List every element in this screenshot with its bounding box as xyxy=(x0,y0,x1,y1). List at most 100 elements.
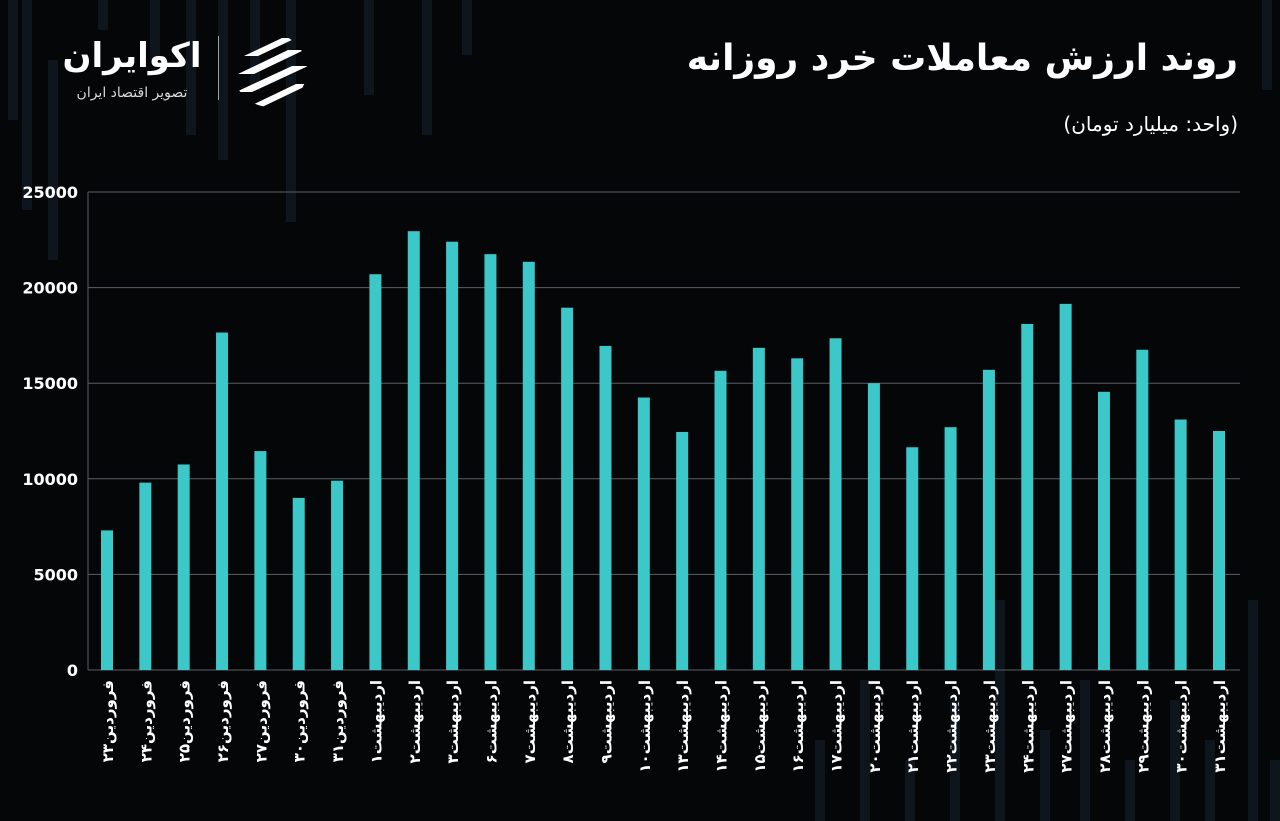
decoration-bar-0 xyxy=(8,0,18,120)
bar-3 xyxy=(177,464,190,670)
decoration-bar-18 xyxy=(1040,730,1050,821)
x-tick-label: اردیبهشت۳۰ xyxy=(1173,680,1191,773)
bar-2 xyxy=(139,482,152,670)
x-tick-label: اردیبهشت۲۷ xyxy=(1058,680,1076,773)
decoration-bar-9 xyxy=(364,0,374,95)
brand-tagline: تصویر اقتصاد ایران xyxy=(76,85,188,101)
x-tick-label: اردیبهشت۲۱ xyxy=(904,680,922,773)
bar-10 xyxy=(446,241,459,670)
decoration-bar-23 xyxy=(1248,600,1258,821)
decoration-bar-5 xyxy=(186,0,196,135)
x-tick-label: اردیبهشت۱۵ xyxy=(751,680,769,773)
bar-16 xyxy=(676,431,689,670)
x-tick-label: اردیبهشت۲۰ xyxy=(866,680,884,773)
brand-logo: اکوایران تصویر اقتصاد ایران xyxy=(50,30,320,110)
decoration-bar-17 xyxy=(995,600,1005,821)
bar-23 xyxy=(944,427,957,670)
decoration-bar-3 xyxy=(98,0,108,30)
bar-9 xyxy=(407,231,420,671)
ecoiran-logo-icon xyxy=(236,38,307,107)
x-tick-label: فروردین۲۶ xyxy=(214,680,232,762)
bar-7 xyxy=(331,480,344,670)
decoration-bar-4 xyxy=(150,0,160,60)
x-tick-label: اردیبهشت۷ xyxy=(521,680,539,763)
decoration-bar-14 xyxy=(860,680,870,821)
x-tick-label: اردیبهشت۲۲ xyxy=(943,680,961,773)
bar-15 xyxy=(637,397,650,670)
decoration-bar-15 xyxy=(905,760,915,821)
x-tick-label: اردیبهشت۲۸ xyxy=(1096,680,1114,773)
bar-5 xyxy=(254,451,267,670)
x-tick-label: اردیبهشت۲۳ xyxy=(981,680,999,773)
bar-14 xyxy=(599,345,612,670)
y-tick-label: 15000 xyxy=(22,374,78,393)
bar-19 xyxy=(791,358,804,670)
bar-12 xyxy=(522,261,535,670)
bar-28 xyxy=(1136,349,1149,670)
bar-30 xyxy=(1213,431,1225,670)
decoration-bar-16 xyxy=(950,700,960,821)
decoration-bar-24 xyxy=(1270,760,1280,821)
logo-divider xyxy=(218,36,219,100)
x-tick-label: اردیبهشت۱۶ xyxy=(789,680,807,773)
x-tick-label: اردیبهشت۱۷ xyxy=(828,680,846,773)
x-tick-label: اردیبهشت۹ xyxy=(597,680,615,763)
x-tick-label: اردیبهشت۱۴ xyxy=(713,680,731,773)
bar-22 xyxy=(906,447,919,670)
decoration-bar-11 xyxy=(462,0,472,55)
decoration-bar-12 xyxy=(1262,0,1272,90)
bar-24 xyxy=(982,369,995,670)
y-tick-label: 5000 xyxy=(33,565,78,584)
decoration-bar-1 xyxy=(22,0,32,210)
bar-21 xyxy=(867,383,880,670)
bar-20 xyxy=(829,338,842,670)
bar-25 xyxy=(1021,323,1034,670)
bar-11 xyxy=(484,254,497,670)
x-tick-label: اردیبهشت۳ xyxy=(444,680,462,763)
x-tick-label: فروردین۲۷ xyxy=(252,680,270,762)
x-tick-label: اردیبهشت۸ xyxy=(559,680,577,763)
unit-subtitle: (واحد: میلیارد تومان) xyxy=(1063,112,1238,136)
decoration-bar-20 xyxy=(1125,760,1135,821)
bar-17 xyxy=(714,370,727,670)
y-tick-label: 20000 xyxy=(22,279,78,298)
x-tick-label: اردیبهشت۲۴ xyxy=(1019,680,1037,773)
brand-name: اکوایران xyxy=(62,36,202,76)
x-tick-label: فروردین۳۰ xyxy=(291,680,309,762)
bar-8 xyxy=(369,274,382,670)
x-tick-label: اردیبهشت۶ xyxy=(482,680,500,763)
decoration-bar-19 xyxy=(1080,680,1090,821)
y-tick-label: 25000 xyxy=(22,183,78,202)
decoration-bar-21 xyxy=(1170,700,1180,821)
x-tick-label: فروردین۲۴ xyxy=(137,680,155,762)
x-tick-label: فروردین۲۵ xyxy=(176,680,194,762)
x-tick-label: اردیبهشت۲۹ xyxy=(1134,680,1152,773)
bar-6 xyxy=(292,497,305,670)
bar-4 xyxy=(216,332,229,670)
x-tick-label: اردیبهشت۱ xyxy=(367,680,385,763)
bar-27 xyxy=(1097,391,1110,670)
x-tick-label: اردیبهشت۱۰ xyxy=(636,680,654,773)
decoration-bar-8 xyxy=(286,0,296,222)
decoration-bar-22 xyxy=(1205,740,1215,821)
page-title: روند ارزش معاملات خرد روزانه xyxy=(686,38,1238,79)
x-tick-label: اردیبهشت۱۳ xyxy=(674,680,692,773)
bar-18 xyxy=(752,347,765,670)
decoration-bar-10 xyxy=(422,0,432,135)
decoration-bar-7 xyxy=(250,0,260,90)
y-tick-label: 10000 xyxy=(22,470,78,489)
x-tick-label: اردیبهشت۲ xyxy=(406,680,424,763)
decoration-bar-6 xyxy=(218,0,228,160)
y-tick-label: 0 xyxy=(67,661,78,680)
x-tick-label: فروردین۲۳ xyxy=(99,680,117,762)
bar-13 xyxy=(561,307,574,670)
bar-1 xyxy=(101,530,113,670)
decoration-bar-2 xyxy=(48,60,58,260)
bar-29 xyxy=(1174,419,1187,670)
bar-26 xyxy=(1059,303,1072,670)
decoration-bar-13 xyxy=(815,740,825,821)
x-tick-label: فروردین۳۱ xyxy=(329,680,347,762)
x-tick-label: اردیبهشت۳۱ xyxy=(1211,680,1229,773)
